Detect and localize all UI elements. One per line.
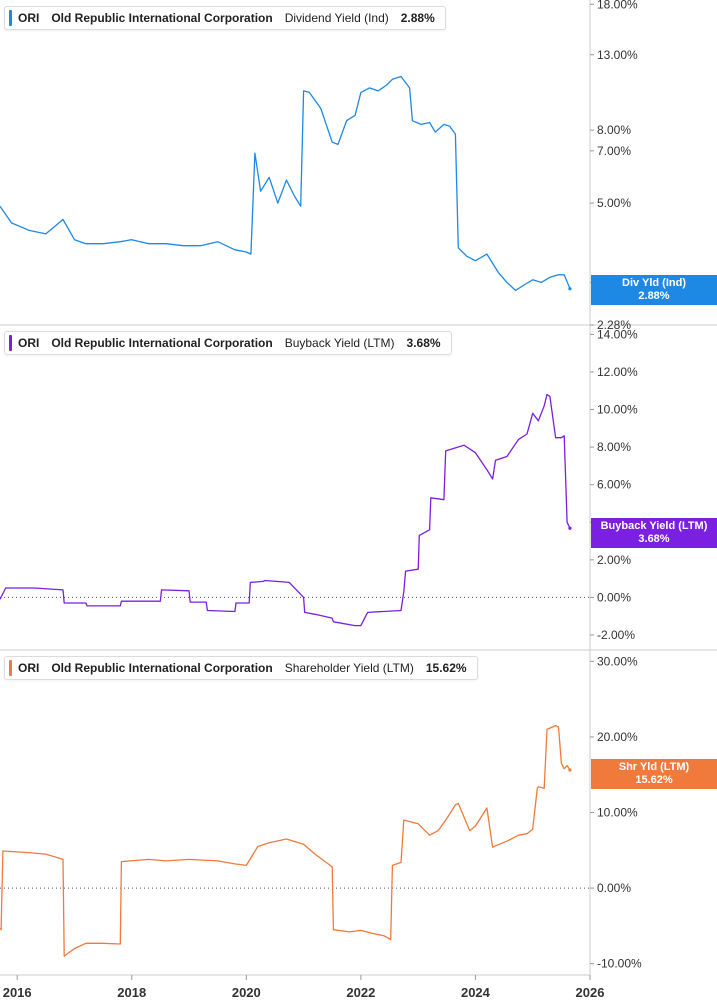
last-point-dividend <box>568 287 572 291</box>
callout-dividend-yield: Div Yld (Ind) 2.88% <box>591 275 717 305</box>
x-axis-layer: 2016 2018 2020 2022 2024 2026 <box>0 974 605 1000</box>
legend-swatch-dividend <box>9 10 12 26</box>
legend-swatch-shareholder <box>9 660 12 676</box>
x-tick-label: 2018 <box>117 985 146 1000</box>
callout-buyback-yield: Buyback Yield (LTM) 3.68% <box>591 518 717 548</box>
legend-ticker: ORI <box>18 661 40 675</box>
callout-label: Div Yld (Ind) <box>622 277 686 289</box>
y-tick-label: 13.00% <box>597 48 638 62</box>
callout-value: 2.88% <box>638 290 670 302</box>
legend-ticker: ORI <box>18 336 40 350</box>
legend-value: 15.62% <box>425 661 467 675</box>
callout-label: Buyback Yield (LTM) <box>600 520 708 532</box>
callout-label: Shr Yld (LTM) <box>618 761 690 773</box>
y-tick-label: 8.00% <box>597 440 631 454</box>
legend-metric: Dividend Yield (Ind) <box>284 11 389 25</box>
y-tick-label: 7.00% <box>597 144 631 158</box>
x-tick-label: 2022 <box>346 985 375 1000</box>
legend-shareholder-yield[interactable]: ORI Old Republic International Corporati… <box>4 656 478 680</box>
series-line-buyback <box>0 393 571 627</box>
legend-metric: Shareholder Yield (LTM) <box>284 661 414 675</box>
y-tick-label: 12.00% <box>597 365 638 379</box>
series-line-dividend <box>0 75 571 292</box>
legend-swatch-buyback <box>9 335 12 351</box>
legend-metric: Buyback Yield (LTM) <box>284 336 395 350</box>
y-tick-label: 0.00% <box>597 881 631 895</box>
legend-buyback-yield[interactable]: ORI Old Republic International Corporati… <box>4 331 452 355</box>
last-point-shareholder <box>568 768 572 772</box>
series-line-shareholder <box>0 724 571 957</box>
last-point-buyback <box>568 526 572 530</box>
x-tick-label: 2016 <box>3 985 32 1000</box>
y-tick-label: -10.00% <box>597 957 642 971</box>
x-tick-label: 2026 <box>576 985 605 1000</box>
y-tick-label: 2.28% <box>597 318 631 332</box>
legend-dividend-yield[interactable]: ORI Old Republic International Corporati… <box>4 6 446 30</box>
legend-value: 3.68% <box>406 336 441 350</box>
legend-ticker: ORI <box>18 11 40 25</box>
x-tick-label: 2024 <box>461 985 491 1000</box>
y-tick-label: -2.00% <box>597 628 635 642</box>
y-axis-layer: 18.00%13.00%8.00%7.00%5.00%3.00%2.28%14.… <box>590 0 642 971</box>
y-tick-label: 8.00% <box>597 123 631 137</box>
y-tick-label: 2.00% <box>597 553 631 567</box>
callout-value: 3.68% <box>638 533 670 545</box>
y-tick-label: 10.00% <box>597 403 638 417</box>
legend-company: Old Republic International Corporation <box>51 336 273 350</box>
y-tick-label: 10.00% <box>597 806 638 820</box>
legend-company: Old Republic International Corporation <box>51 11 273 25</box>
y-tick-label: 0.00% <box>597 590 631 604</box>
y-tick-label: 20.00% <box>597 730 638 744</box>
y-tick-label: 14.00% <box>597 327 638 341</box>
callout-shareholder-yield: Shr Yld (LTM) 15.62% <box>591 759 717 789</box>
x-tick-label: 2020 <box>232 985 261 1000</box>
callout-value: 15.62% <box>635 774 673 786</box>
y-tick-label: 6.00% <box>597 478 631 492</box>
y-tick-label: 18.00% <box>597 0 638 11</box>
y-tick-label: 5.00% <box>597 196 631 210</box>
series-layer <box>0 75 572 957</box>
legend-value: 2.88% <box>400 11 435 25</box>
legend-company: Old Republic International Corporation <box>51 661 273 675</box>
y-tick-label: 30.00% <box>597 654 638 668</box>
